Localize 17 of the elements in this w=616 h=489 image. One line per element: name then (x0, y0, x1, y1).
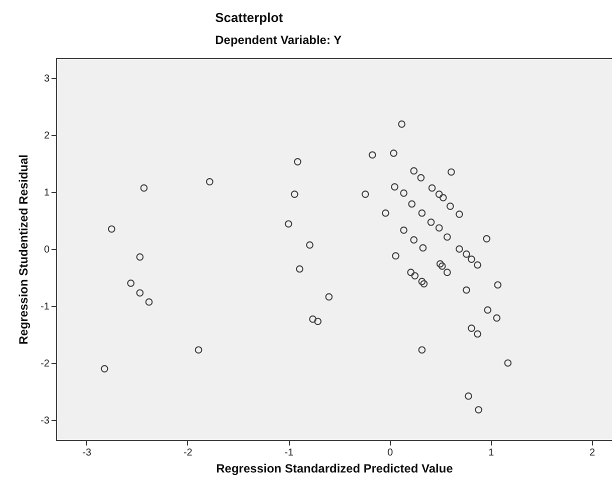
y-tick-label: -3 (40, 416, 50, 427)
y-tick-label: 1 (44, 187, 50, 198)
x-tick-label: 1 (488, 448, 494, 458)
y-tick-label: 3 (44, 73, 50, 84)
x-tick-label: 2 (590, 448, 596, 458)
y-tick-label: -1 (40, 302, 50, 313)
y-tick-label: -2 (40, 358, 50, 370)
y-tick-label: 2 (44, 130, 50, 142)
chart-subtitle: Dependent Variable: Y (215, 33, 342, 47)
x-tick-label: -3 (82, 448, 92, 458)
y-axis-title: Regression Studentized Residual (16, 154, 31, 345)
chart-title: Scatterplot (215, 10, 284, 25)
x-tick-label: -2 (183, 448, 193, 458)
x-axis-title: Regression Standardized Predicted Value (216, 462, 454, 476)
x-tick-label: -1 (284, 448, 294, 458)
y-tick-label: 0 (44, 244, 50, 256)
x-tick-label: 0 (387, 448, 394, 458)
